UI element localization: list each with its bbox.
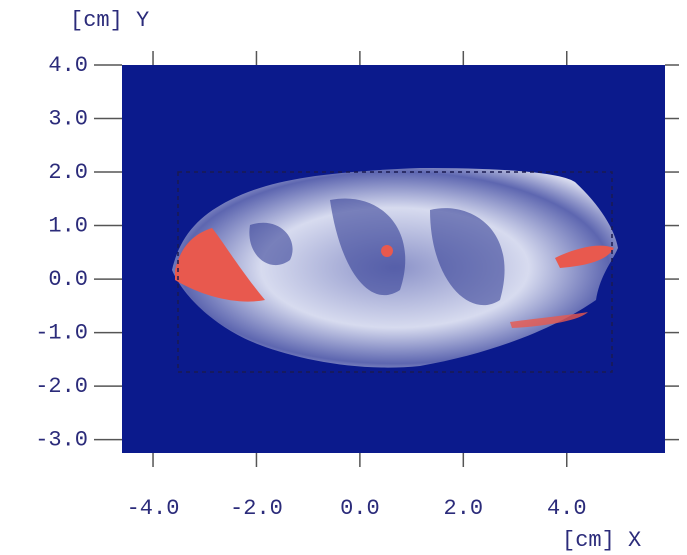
y-tick-label: 2.0 xyxy=(48,160,88,185)
hotspot xyxy=(510,312,588,328)
y-tick-label: -2.0 xyxy=(35,374,88,399)
region-outline xyxy=(177,171,613,373)
hotspot xyxy=(555,245,614,268)
field-pattern xyxy=(249,198,505,306)
y-tick-label: 0.0 xyxy=(48,267,88,292)
x-axis-label: [cm] X xyxy=(562,528,641,553)
x-tick-label: 0.0 xyxy=(340,496,380,521)
y-tick-label: -1.0 xyxy=(35,320,88,345)
y-axis-label: [cm] Y xyxy=(70,8,149,33)
hotspot xyxy=(175,228,265,302)
x-tick-label: -4.0 xyxy=(127,496,180,521)
y-tick-label: 3.0 xyxy=(48,106,88,131)
y-tick-label: 4.0 xyxy=(48,53,88,78)
x-tick-label: -2.0 xyxy=(230,496,283,521)
y-tick-label: 1.0 xyxy=(48,213,88,238)
y-tick-label: -3.0 xyxy=(35,427,88,452)
x-tick-label: 4.0 xyxy=(547,496,587,521)
x-tick-label: 2.0 xyxy=(444,496,484,521)
hotspot xyxy=(381,245,393,257)
